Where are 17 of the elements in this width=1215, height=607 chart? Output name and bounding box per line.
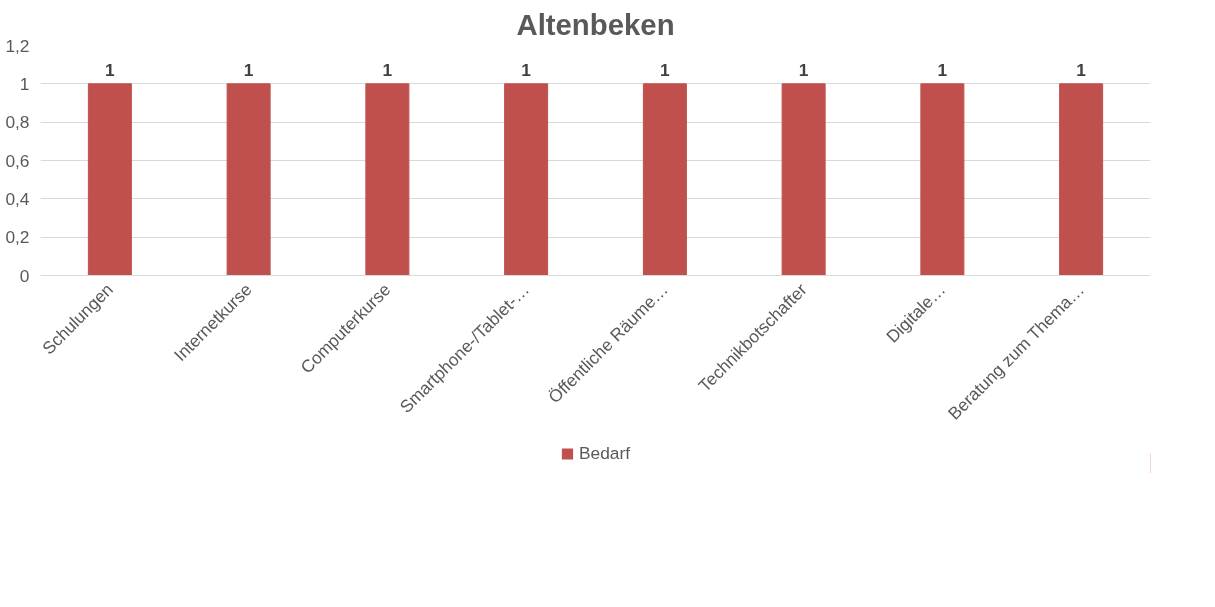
data-label: 1 bbox=[105, 59, 116, 80]
y-tick-label: 0,6 bbox=[5, 150, 30, 171]
data-label: 1 bbox=[1076, 59, 1087, 80]
y-tick-label: 1,2 bbox=[5, 35, 30, 56]
data-label: 1 bbox=[382, 59, 393, 80]
data-label: 1 bbox=[243, 59, 254, 80]
y-tick-label: 0,8 bbox=[5, 112, 30, 133]
chart-title: Altenbeken bbox=[516, 7, 675, 41]
y-tick-label: 0 bbox=[19, 265, 30, 286]
y-tick-label: 1 bbox=[19, 73, 30, 94]
data-label: 1 bbox=[937, 59, 948, 80]
legend-label: Bedarf bbox=[578, 442, 631, 464]
y-tick-label: 0,2 bbox=[5, 227, 30, 248]
data-label: 1 bbox=[660, 59, 671, 80]
data-label: 1 bbox=[798, 59, 809, 80]
data-label: 1 bbox=[521, 59, 532, 80]
y-tick-label: 0,4 bbox=[5, 188, 30, 209]
